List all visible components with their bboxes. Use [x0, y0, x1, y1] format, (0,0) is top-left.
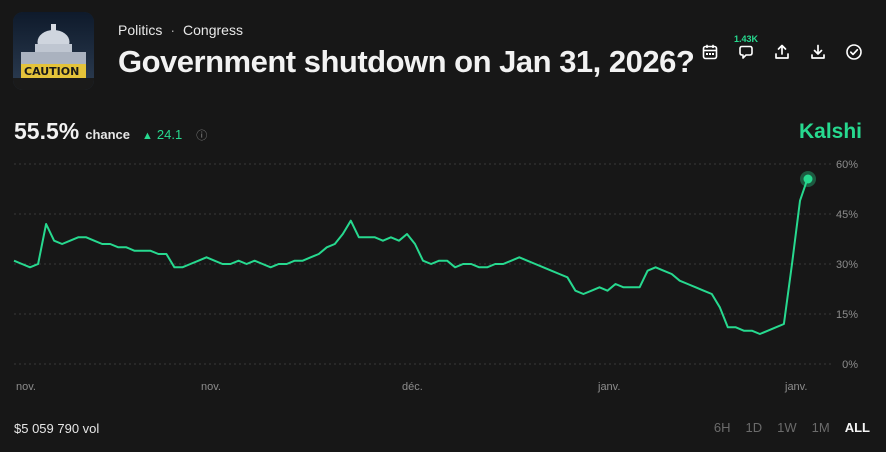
range-1d[interactable]: 1D	[745, 420, 763, 435]
range-6h[interactable]: 6H	[713, 420, 731, 435]
y-tick-label: 0%	[842, 359, 858, 371]
x-tick-label: déc.	[402, 381, 423, 393]
x-tick-label: janv.	[597, 381, 620, 393]
time-range-selector: 6H 1D 1W 1M ALL	[714, 420, 870, 435]
download-button[interactable]	[800, 40, 836, 64]
price-summary: 55.5% chance ▲ 24.1 ⓘ	[14, 118, 207, 145]
comment-count: 1.43K	[733, 34, 759, 44]
market-title: Government shutdown on Jan 31, 2026?	[118, 44, 695, 79]
chance-value: 55.5%	[14, 118, 80, 144]
y-tick-label: 15%	[836, 309, 858, 321]
probability-chart: 0% 15% 30% 45% 60% nov. nov. déc. janv. janv.	[13, 159, 858, 393]
x-tick-label: nov.	[201, 381, 221, 393]
kalshi-logo: Kalshi	[798, 120, 862, 143]
market-thumbnail: CAUTION	[13, 12, 94, 90]
comments-button[interactable]: 1.43K	[728, 34, 764, 64]
share-icon	[775, 44, 789, 59]
range-1m[interactable]: 1M	[811, 420, 830, 435]
calendar-icon	[702, 44, 718, 60]
chance-delta: ▲ 24.1	[142, 127, 182, 142]
calendar-button[interactable]	[692, 40, 728, 64]
triangle-up-icon: ▲	[142, 130, 153, 142]
volume-label: $5 059 790 vol	[14, 421, 100, 436]
y-tick-label: 30%	[836, 259, 858, 271]
follow-button[interactable]	[836, 40, 872, 64]
check-circle-icon	[846, 44, 862, 60]
action-toolbar: 1.43K	[692, 34, 872, 64]
breadcrumb-separator: ·	[170, 22, 176, 38]
range-all[interactable]: ALL	[844, 420, 870, 435]
capitol-image: CAUTION	[13, 12, 94, 90]
y-tick-label: 45%	[836, 209, 858, 221]
caution-tape-text: CAUTION	[24, 65, 79, 78]
breadcrumb-subcategory[interactable]: Congress	[183, 22, 243, 38]
range-1w[interactable]: 1W	[777, 420, 797, 435]
x-tick-label: janv.	[784, 381, 807, 393]
info-icon[interactable]: ⓘ	[196, 130, 208, 142]
current-point	[803, 174, 813, 184]
y-tick-label: 60%	[836, 159, 858, 171]
x-tick-label: nov.	[16, 381, 36, 393]
share-button[interactable]	[764, 40, 800, 64]
breadcrumb-category[interactable]: Politics	[118, 22, 163, 38]
breadcrumb: Politics · Congress	[118, 22, 243, 38]
comment-icon	[739, 45, 753, 59]
price-line	[13, 176, 809, 335]
chance-delta-value: 24.1	[156, 127, 183, 142]
download-icon	[811, 44, 825, 59]
chance-label: chance	[85, 127, 131, 142]
